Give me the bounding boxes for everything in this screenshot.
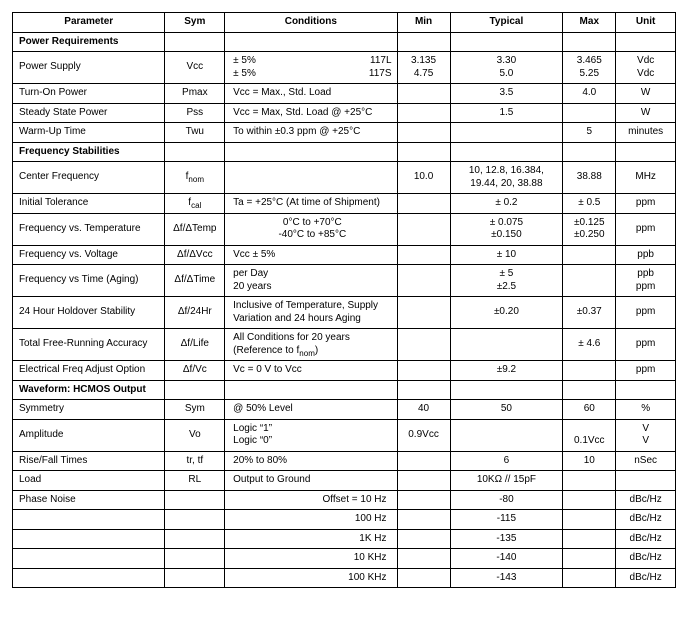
row-rise-fall: Rise/Fall Times tr, tf 20% to 80% 6 10 n…	[13, 451, 676, 471]
row-pn-1khz: 1K Hz -135 dBc/Hz	[13, 529, 676, 549]
row-warmup: Warm-Up Time Twu To within ±0.3 ppm @ +2…	[13, 123, 676, 143]
header-conditions: Conditions	[225, 13, 397, 33]
row-efc: Electrical Freq Adjust Option Δf/Vc Vc =…	[13, 361, 676, 381]
row-turn-on: Turn-On Power Pmax Vcc = Max., Std. Load…	[13, 84, 676, 104]
section-wave: Waveform: HCMOS Output	[13, 380, 676, 400]
spec-table: Parameter Sym Conditions Min Typical Max…	[12, 12, 676, 588]
row-holdover: 24 Hour Holdover Stability Δf/24Hr Inclu…	[13, 297, 676, 329]
row-symmetry: Symmetry Sym @ 50% Level 40 50 60 %	[13, 400, 676, 420]
row-phase-noise: Phase Noise Offset = 10 Hz -80 dBc/Hz	[13, 490, 676, 510]
header-unit: Unit	[616, 13, 676, 33]
row-freq-temp: Frequency vs. Temperature Δf/ΔTemp 0°C t…	[13, 213, 676, 245]
row-amplitude: Amplitude Vo Logic “1” Logic “0” 0.9Vcc …	[13, 419, 676, 451]
section-power: Power Requirements	[13, 32, 676, 52]
cond-left: ± 5% ± 5%	[233, 55, 256, 80]
row-total-free: Total Free-Running Accuracy Δf/Life All …	[13, 329, 676, 361]
sym-cell: fnom	[165, 162, 225, 194]
typ-cell: 3.30 5.0	[450, 52, 563, 84]
section-wave-label: Waveform: HCMOS Output	[13, 380, 165, 400]
header-row: Parameter Sym Conditions Min Typical Max…	[13, 13, 676, 33]
row-pn-100hz: 100 Hz -115 dBc/Hz	[13, 510, 676, 530]
cond-right: 117L 117S	[369, 55, 392, 80]
row-steady: Steady State Power Pss Vcc = Max, Std. L…	[13, 103, 676, 123]
section-freq: Frequency Stabilities	[13, 142, 676, 162]
header-min: Min	[397, 13, 450, 33]
row-center-freq: Center Frequency fnom 10.0 10, 12.8, 16.…	[13, 162, 676, 194]
max-cell: 3.465 5.25	[563, 52, 616, 84]
section-power-label: Power Requirements	[13, 32, 165, 52]
header-parameter: Parameter	[13, 13, 165, 33]
unit-cell: Vdc Vdc	[616, 52, 676, 84]
section-freq-label: Frequency Stabilities	[13, 142, 165, 162]
param-label: Power Supply	[13, 52, 165, 84]
row-pn-10khz: 10 KHz -140 dBc/Hz	[13, 549, 676, 569]
header-typical: Typical	[450, 13, 563, 33]
row-init-tol: Initial Tolerance fcal Ta = +25°C (At ti…	[13, 194, 676, 214]
header-max: Max	[563, 13, 616, 33]
row-freq-volt: Frequency vs. Voltage Δf/ΔVcc Vcc ± 5% ±…	[13, 245, 676, 265]
min-cell: 3.135 4.75	[397, 52, 450, 84]
row-load: Load RL Output to Ground 10KΩ // 15pF	[13, 471, 676, 491]
header-sym: Sym	[165, 13, 225, 33]
row-power-supply: Power Supply Vcc ± 5% ± 5% 117L 117S 3.1…	[13, 52, 676, 84]
sym-cell: Vcc	[165, 52, 225, 84]
row-freq-time: Frequency vs Time (Aging) Δf/ΔTime per D…	[13, 265, 676, 297]
row-pn-100khz: 100 KHz -143 dBc/Hz	[13, 568, 676, 588]
cond-cell: ± 5% ± 5% 117L 117S	[225, 52, 397, 84]
